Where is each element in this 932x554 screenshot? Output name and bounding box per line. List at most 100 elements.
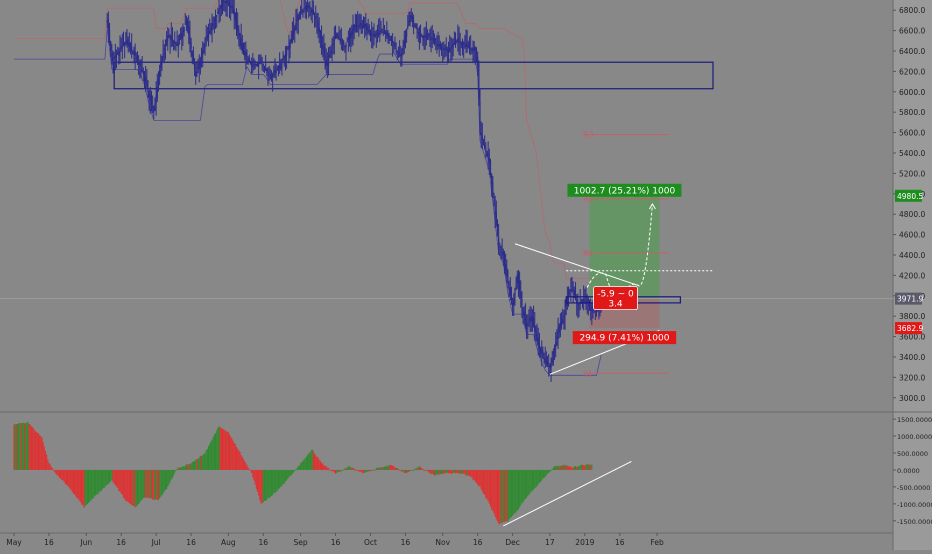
oscillator-bar (491, 469, 493, 510)
oscillator-bar (318, 459, 320, 470)
candle-body (361, 25, 363, 28)
candle-body (392, 40, 394, 43)
oscillator-bar (273, 469, 275, 494)
candle-body (374, 34, 376, 37)
candle-body (200, 54, 203, 59)
candle-body (237, 25, 239, 31)
candle-body (447, 49, 450, 53)
candle-body (474, 47, 476, 51)
time-tick-label: 16 (331, 538, 341, 547)
price-tick-label: 5200.0 (899, 169, 925, 178)
candle-body (289, 42, 291, 48)
candle-body (212, 22, 214, 27)
candle-body (378, 32, 380, 35)
candle-body (382, 31, 384, 33)
candle-body (205, 38, 207, 41)
candle-body (241, 43, 243, 51)
oscillator-bar (54, 469, 56, 473)
candle-body (544, 357, 546, 363)
oscillator-bar (570, 466, 572, 470)
oscillator-bar (23, 423, 26, 470)
oscillator-bar (381, 467, 383, 470)
oscillator-bar (454, 469, 457, 473)
price-tick-label: 3200.0 (899, 373, 925, 382)
oscillator-bar (199, 455, 201, 470)
oscillator-bar (254, 469, 256, 485)
candle-body (301, 10, 303, 12)
oscillator-bar (47, 459, 49, 470)
oscillator-bar (505, 469, 507, 522)
oscillator-bar (432, 469, 434, 475)
oscillator-bar (416, 467, 418, 470)
oscillator-axis: -1500.0000 -1000.0000 -500.0000 0.0000 500.0… (893, 416, 932, 526)
oscillator-bar (443, 469, 445, 474)
oscillator-bar (549, 469, 551, 473)
target-price-tag: 4980.5 (897, 192, 923, 201)
time-tick-label: 16 (44, 538, 54, 547)
oscillator-bar (530, 469, 532, 492)
candle-body (519, 281, 521, 291)
oscillator-bar (584, 465, 586, 470)
oscillator-bar (277, 469, 280, 490)
oscillator-tick-label: 0.0000 (897, 467, 920, 475)
oscillator-bar (51, 467, 53, 470)
oscillator-bar (148, 469, 150, 498)
candle-body (454, 42, 457, 46)
candle-body (136, 57, 139, 62)
oscillator-bar (132, 469, 134, 506)
candle-body (383, 33, 386, 35)
oscillator-bar (590, 465, 592, 470)
time-tick-label: Oct (364, 538, 377, 547)
candle-body (445, 47, 447, 51)
oscillator-bar (329, 469, 331, 471)
candle-body (216, 15, 218, 17)
oscillator-bar (375, 468, 377, 470)
oscillator-bar (567, 466, 570, 470)
candle-body (251, 62, 253, 67)
candle-body (234, 12, 236, 21)
oscillator-bar (341, 469, 344, 471)
oscillator-bar (134, 469, 136, 508)
candle-body (354, 25, 356, 28)
oscillator-bar (196, 459, 198, 470)
oscillator-bar (514, 469, 516, 514)
oscillator-bar (463, 469, 465, 474)
candle-body (503, 252, 506, 263)
oscillator-bar (314, 453, 316, 470)
oscillator-bar (40, 435, 42, 470)
oscillator-bar (103, 469, 105, 488)
price-tick-label: 6600.0 (899, 27, 925, 36)
candle-body (385, 32, 387, 35)
candle-body (379, 30, 381, 32)
oscillator-bar (470, 469, 472, 477)
oscillator-bar (154, 469, 156, 500)
candle-body (408, 20, 410, 26)
upper-band-line (14, 0, 602, 279)
oscillator-bar (232, 440, 234, 470)
oscillator-bar (244, 460, 246, 470)
oscillator-bar (328, 467, 330, 470)
oscillator-bar (339, 469, 341, 472)
oscillator-bar (392, 465, 394, 470)
candle-body (197, 67, 199, 70)
oscillator-bar (528, 469, 530, 495)
profit-label: 1002.7 (25.21%) 1000 (574, 186, 676, 196)
oscillator-bar (121, 469, 123, 495)
candle-body (478, 63, 480, 100)
oscillator-bar (190, 463, 192, 470)
oscillator-bar (452, 469, 454, 473)
oscillator-bar (364, 469, 366, 473)
oscillator-bar (566, 465, 568, 470)
candle-body (592, 308, 594, 310)
oscillator-bar (28, 424, 30, 470)
oscillator-bar (58, 469, 60, 478)
candle-body (436, 44, 438, 46)
oscillator-bar (251, 469, 253, 474)
oscillator-bar (548, 469, 550, 473)
price-tick-label: 6800.0 (899, 6, 925, 15)
oscillator-bar (209, 443, 211, 470)
time-tick-label: 16 (615, 538, 625, 547)
candle-body (182, 29, 184, 32)
candle-body (380, 31, 382, 33)
candle-body (220, 5, 222, 8)
